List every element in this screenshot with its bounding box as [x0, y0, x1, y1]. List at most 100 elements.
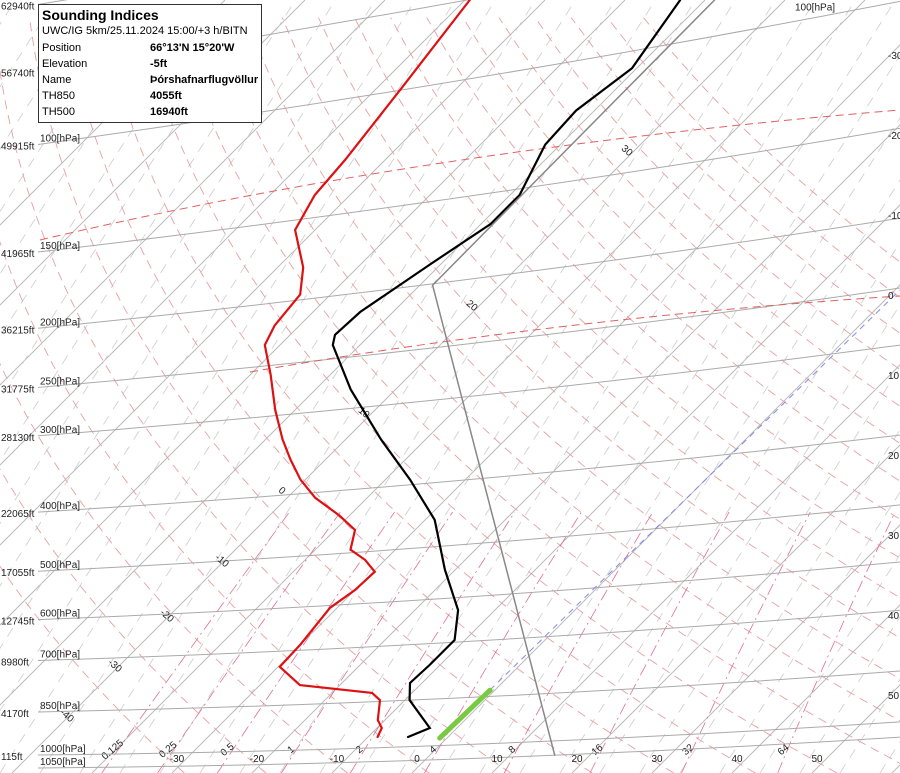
adiabat-label: -20 [158, 607, 176, 625]
mixing-ratio-label: 0.125 [100, 738, 127, 763]
x-tick-label: 0 [414, 754, 420, 765]
dry-adiabat [0, 565, 185, 773]
info-value: 4055ft [150, 90, 182, 102]
altitude-label: 49915ft [1, 141, 35, 152]
dry-adiabat [65, 17, 674, 773]
profile-line [263, 0, 471, 739]
altitude-label: 12745ft [1, 617, 35, 628]
y-tick-label: 500[hPa] [40, 560, 80, 571]
info-key: TH850 [42, 90, 76, 102]
mixing-ratio-line [349, 511, 516, 773]
x-tick-label-right: 30 [888, 531, 900, 542]
altitude-label: 56740ft [1, 69, 35, 80]
isobar [37, 217, 900, 329]
dry-adiabat [209, 17, 900, 722]
x-tick-label: -20 [250, 754, 265, 765]
guide-line [359, 0, 856, 773]
dry-adiabat [0, 362, 348, 773]
x-tick-label: 10 [491, 754, 503, 765]
isobar [37, 721, 900, 756]
profile-line [331, 0, 682, 739]
mixing-ratio-label: 2 [354, 744, 366, 756]
isotherm [171, 44, 900, 773]
adiabat-label: -10 [213, 552, 231, 570]
info-subtitle: UWC/IG 5km/25.11.2024 15:00/+3 h/BITN [42, 25, 248, 37]
isotherm [491, 364, 900, 773]
isotherm-minor [891, 764, 900, 773]
x-tick-label-right: 50 [888, 691, 900, 702]
x-tick-label-right: -20 [888, 131, 900, 142]
dry-adiabat [0, 240, 430, 773]
profile-line [437, 687, 493, 741]
altitude-label: 8980ft [1, 657, 29, 668]
dry-adiabat [426, 17, 900, 482]
isobar [37, 0, 900, 145]
altitude-label: 115ft [1, 752, 23, 763]
guide-line [719, 491, 900, 773]
altitude-label: 41965ft [1, 249, 35, 260]
guide-line [239, 0, 736, 773]
x-tick-label: -10 [330, 754, 345, 765]
adiabat-label: -30 [106, 657, 124, 675]
adiabat-label: 20 [464, 298, 480, 314]
info-value: 16940ft [150, 106, 188, 118]
mixing-ratio-line [216, 511, 395, 773]
altitude-label: 28130ft [1, 433, 35, 444]
dry-adiabat [137, 17, 838, 773]
altitude-label: 36215ft [1, 325, 35, 336]
mixing-ratio-label: 16 [590, 742, 606, 758]
x-tick-label: 30 [651, 754, 663, 765]
isotherm-minor [0, 0, 386, 386]
isotherm [731, 604, 900, 773]
y-tick-label: 200[hPa] [40, 317, 80, 328]
dry-adiabat [390, 17, 900, 520]
y-tick-label: 150[hPa] [40, 241, 80, 252]
mixing-ratio-line [101, 511, 290, 773]
y-tick-label: 600[hPa] [40, 609, 80, 620]
y-tick-label: 400[hPa] [40, 501, 80, 512]
isotherm-minor [91, 0, 866, 773]
y-tick-label: 1050[hPa] [40, 757, 86, 768]
dry-adiabat [245, 17, 900, 680]
x-tick-label-right: 20 [888, 451, 900, 462]
isobar [37, 609, 900, 661]
guide-line [799, 616, 900, 773]
adiabat-label: 0 [276, 485, 288, 497]
isotherm-minor [0, 0, 626, 626]
right-isobar-label: 100[hPa] [795, 2, 835, 13]
mixing-ratio-label: 8 [507, 744, 519, 756]
dry-adiabat [281, 17, 900, 639]
guide-line [839, 678, 900, 773]
isotherm [651, 524, 900, 773]
isotherm [811, 684, 900, 773]
info-value: -5ft [150, 58, 168, 70]
lcl-line [489, 289, 900, 691]
info-key: TH500 [42, 106, 76, 118]
mixing-ratio-label: 4 [428, 744, 440, 756]
x-tick-label: 20 [571, 754, 583, 765]
guide-line [679, 429, 900, 773]
isobar [37, 344, 900, 437]
dry-adiabat [570, 17, 900, 334]
guide-line [399, 0, 896, 773]
info-key: Name [42, 74, 72, 86]
altitude-label: 22065ft [1, 509, 35, 520]
x-tick-label-right: 40 [888, 611, 900, 622]
y-tick-label: 300[hPa] [40, 425, 80, 436]
isobar [37, 504, 900, 572]
info-value: 66°13'N 15°20'W [150, 42, 235, 54]
x-tick-label: 50 [811, 754, 823, 765]
y-tick-label: 850[hPa] [40, 701, 80, 712]
info-value: Þórshafnarflugvöllur [150, 74, 259, 86]
dashed-curve [249, 295, 900, 373]
x-tick-label-right: 0 [888, 291, 894, 302]
y-tick-label: 250[hPa] [40, 376, 80, 387]
isotherm-minor [0, 0, 706, 706]
isobar [37, 561, 900, 621]
info-box: Sounding Indices UWC/IG 5km/25.11.2024 1… [38, 4, 262, 123]
mixing-ratio-label: 32 [680, 742, 696, 758]
altitude-label: 31775ft [1, 384, 35, 395]
info-key: Position [42, 42, 82, 54]
